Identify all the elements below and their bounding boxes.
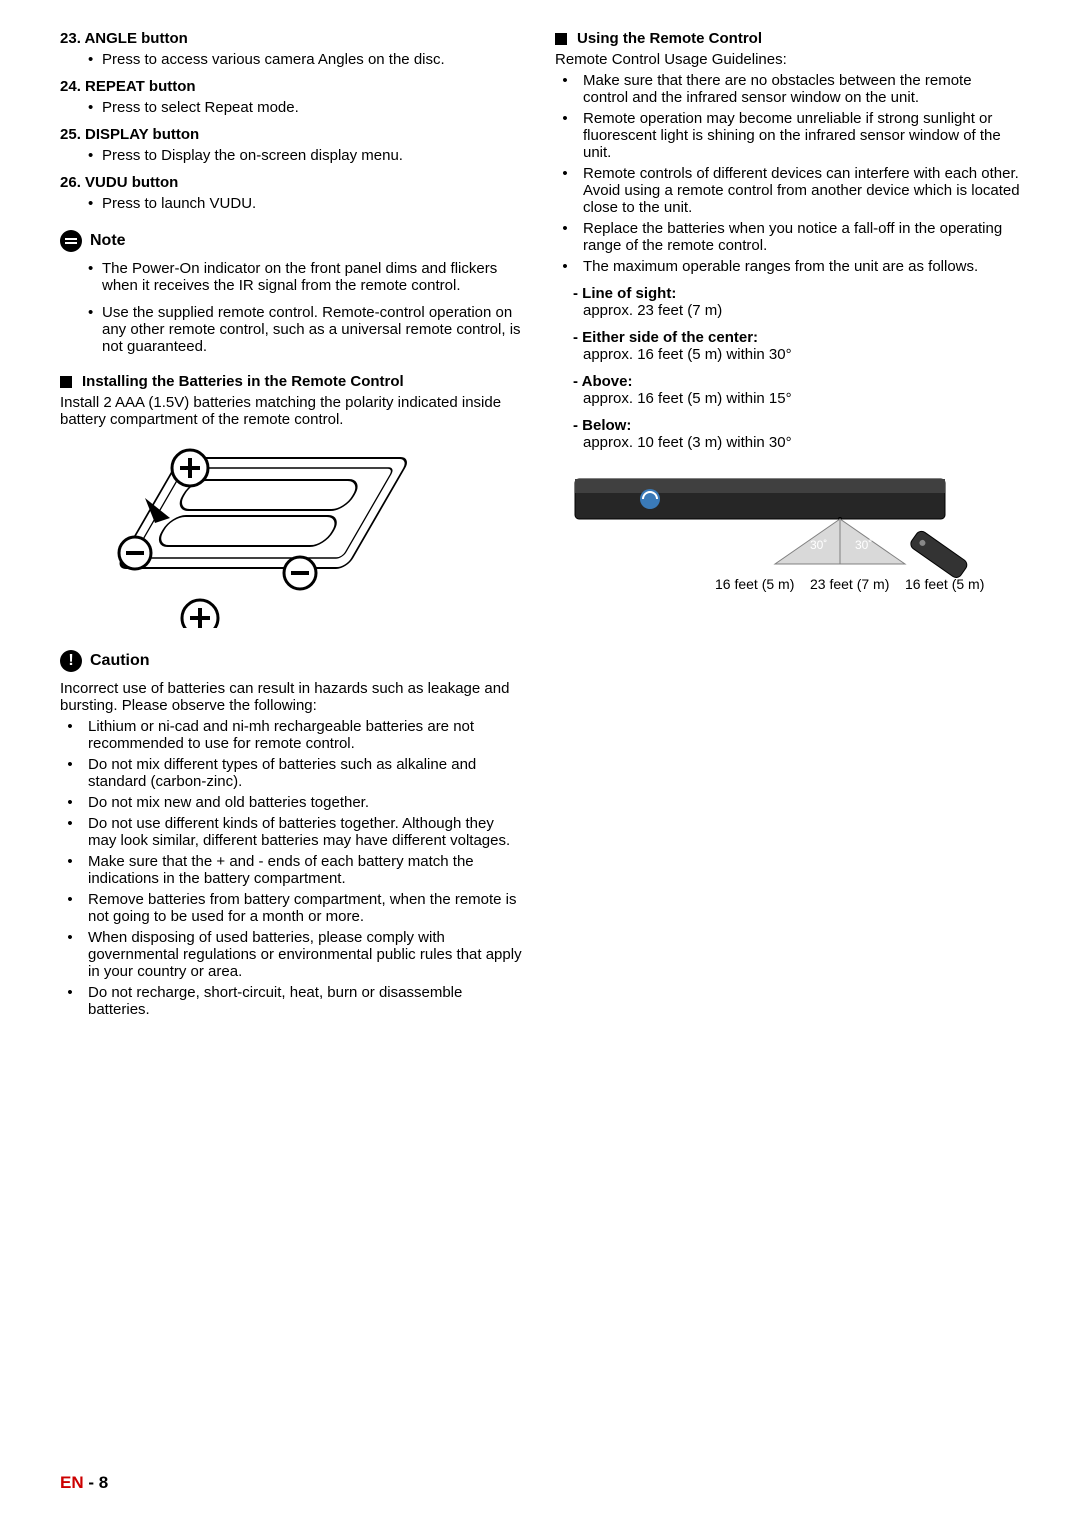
- bullet: •Press to launch VUDU.: [88, 195, 525, 212]
- button-desc-24: 24. REPEAT button •Press to select Repea…: [60, 78, 525, 116]
- angle-left: 30˚: [810, 538, 827, 552]
- button-desc-23: 23. ANGLE button •Press to access variou…: [60, 30, 525, 68]
- caution-heading: ! Caution: [60, 650, 525, 672]
- caution-item: •When disposing of used batteries, pleas…: [60, 929, 525, 980]
- range-below: - Below: approx. 10 feet (3 m) within 30…: [573, 417, 1020, 451]
- range-line-of-sight: - Line of sight: approx. 23 feet (7 m): [573, 285, 1020, 319]
- use-list: •Make sure that there are no obstacles b…: [555, 72, 1020, 275]
- use-intro: Remote Control Usage Guidelines:: [555, 51, 1020, 68]
- title: ANGLE button: [84, 30, 187, 47]
- num: 26: [60, 174, 77, 191]
- range-side: - Either side of the center: approx. 16 …: [573, 329, 1020, 363]
- button-desc-25: 25. DISPLAY button •Press to Display the…: [60, 126, 525, 164]
- bullet: •Press to Display the on-screen display …: [88, 147, 525, 164]
- note-item: •Use the supplied remote control. Remote…: [88, 304, 525, 355]
- caution-item: •Remove batteries from battery compartme…: [60, 891, 525, 925]
- use-item: •Remote controls of different devices ca…: [555, 165, 1020, 216]
- caution-icon: !: [60, 650, 82, 672]
- title: DISPLAY button: [85, 126, 199, 143]
- battery-diagram: [70, 438, 525, 632]
- caution-item: •Do not recharge, short-circuit, heat, b…: [60, 984, 525, 1018]
- install-heading: Installing the Batteries in the Remote C…: [60, 373, 525, 390]
- note-icon: [60, 230, 82, 252]
- note-heading: Note: [60, 230, 525, 252]
- right-column: Using the Remote Control Remote Control …: [555, 30, 1020, 1022]
- footer-sep: -: [84, 1473, 99, 1492]
- page-footer: EN - 8: [60, 1473, 108, 1493]
- range-diagram: 30˚ 30˚ 16 feet (5 m) 23 feet (7 m) 16 f…: [555, 469, 1020, 603]
- caution-item: •Do not mix new and old batteries togeth…: [60, 794, 525, 811]
- footer-lang: EN: [60, 1473, 84, 1492]
- dist-center: 23 feet (7 m): [810, 576, 889, 592]
- use-item: •Replace the batteries when you notice a…: [555, 220, 1020, 254]
- caution-item: •Make sure that the + and - ends of each…: [60, 853, 525, 887]
- angle-right: 30˚: [855, 538, 872, 552]
- use-item: •Make sure that there are no obstacles b…: [555, 72, 1020, 106]
- caution-item: •Do not use different kinds of batteries…: [60, 815, 525, 849]
- button-desc-26: 26. VUDU button •Press to launch VUDU.: [60, 174, 525, 212]
- use-item: •The maximum operable ranges from the un…: [555, 258, 1020, 275]
- left-column: 23. ANGLE button •Press to access variou…: [60, 30, 525, 1022]
- square-icon: [60, 376, 72, 388]
- bullet: •Press to select Repeat mode.: [88, 99, 525, 116]
- range-above: - Above: approx. 16 feet (5 m) within 15…: [573, 373, 1020, 407]
- note-list: •The Power-On indicator on the front pan…: [60, 260, 525, 355]
- title: REPEAT button: [85, 78, 196, 95]
- note-item: •The Power-On indicator on the front pan…: [88, 260, 525, 294]
- dist-left: 16 feet (5 m): [715, 576, 794, 592]
- footer-page: 8: [99, 1473, 108, 1492]
- caution-intro: Incorrect use of batteries can result in…: [60, 680, 525, 714]
- dist-right: 16 feet (5 m): [905, 576, 984, 592]
- caution-item: •Lithium or ni-cad and ni-mh rechargeabl…: [60, 718, 525, 752]
- caution-item: •Do not mix different types of batteries…: [60, 756, 525, 790]
- num: 25: [60, 126, 77, 143]
- num: 23: [60, 30, 77, 47]
- num: 24: [60, 78, 77, 95]
- bullet: •Press to access various camera Angles o…: [88, 51, 525, 68]
- caution-list: •Lithium or ni-cad and ni-mh rechargeabl…: [60, 718, 525, 1018]
- use-item: •Remote operation may become unreliable …: [555, 110, 1020, 161]
- square-icon: [555, 33, 567, 45]
- using-remote-heading: Using the Remote Control: [555, 30, 1020, 47]
- title: VUDU button: [85, 174, 178, 191]
- install-text: Install 2 AAA (1.5V) batteries matching …: [60, 394, 525, 428]
